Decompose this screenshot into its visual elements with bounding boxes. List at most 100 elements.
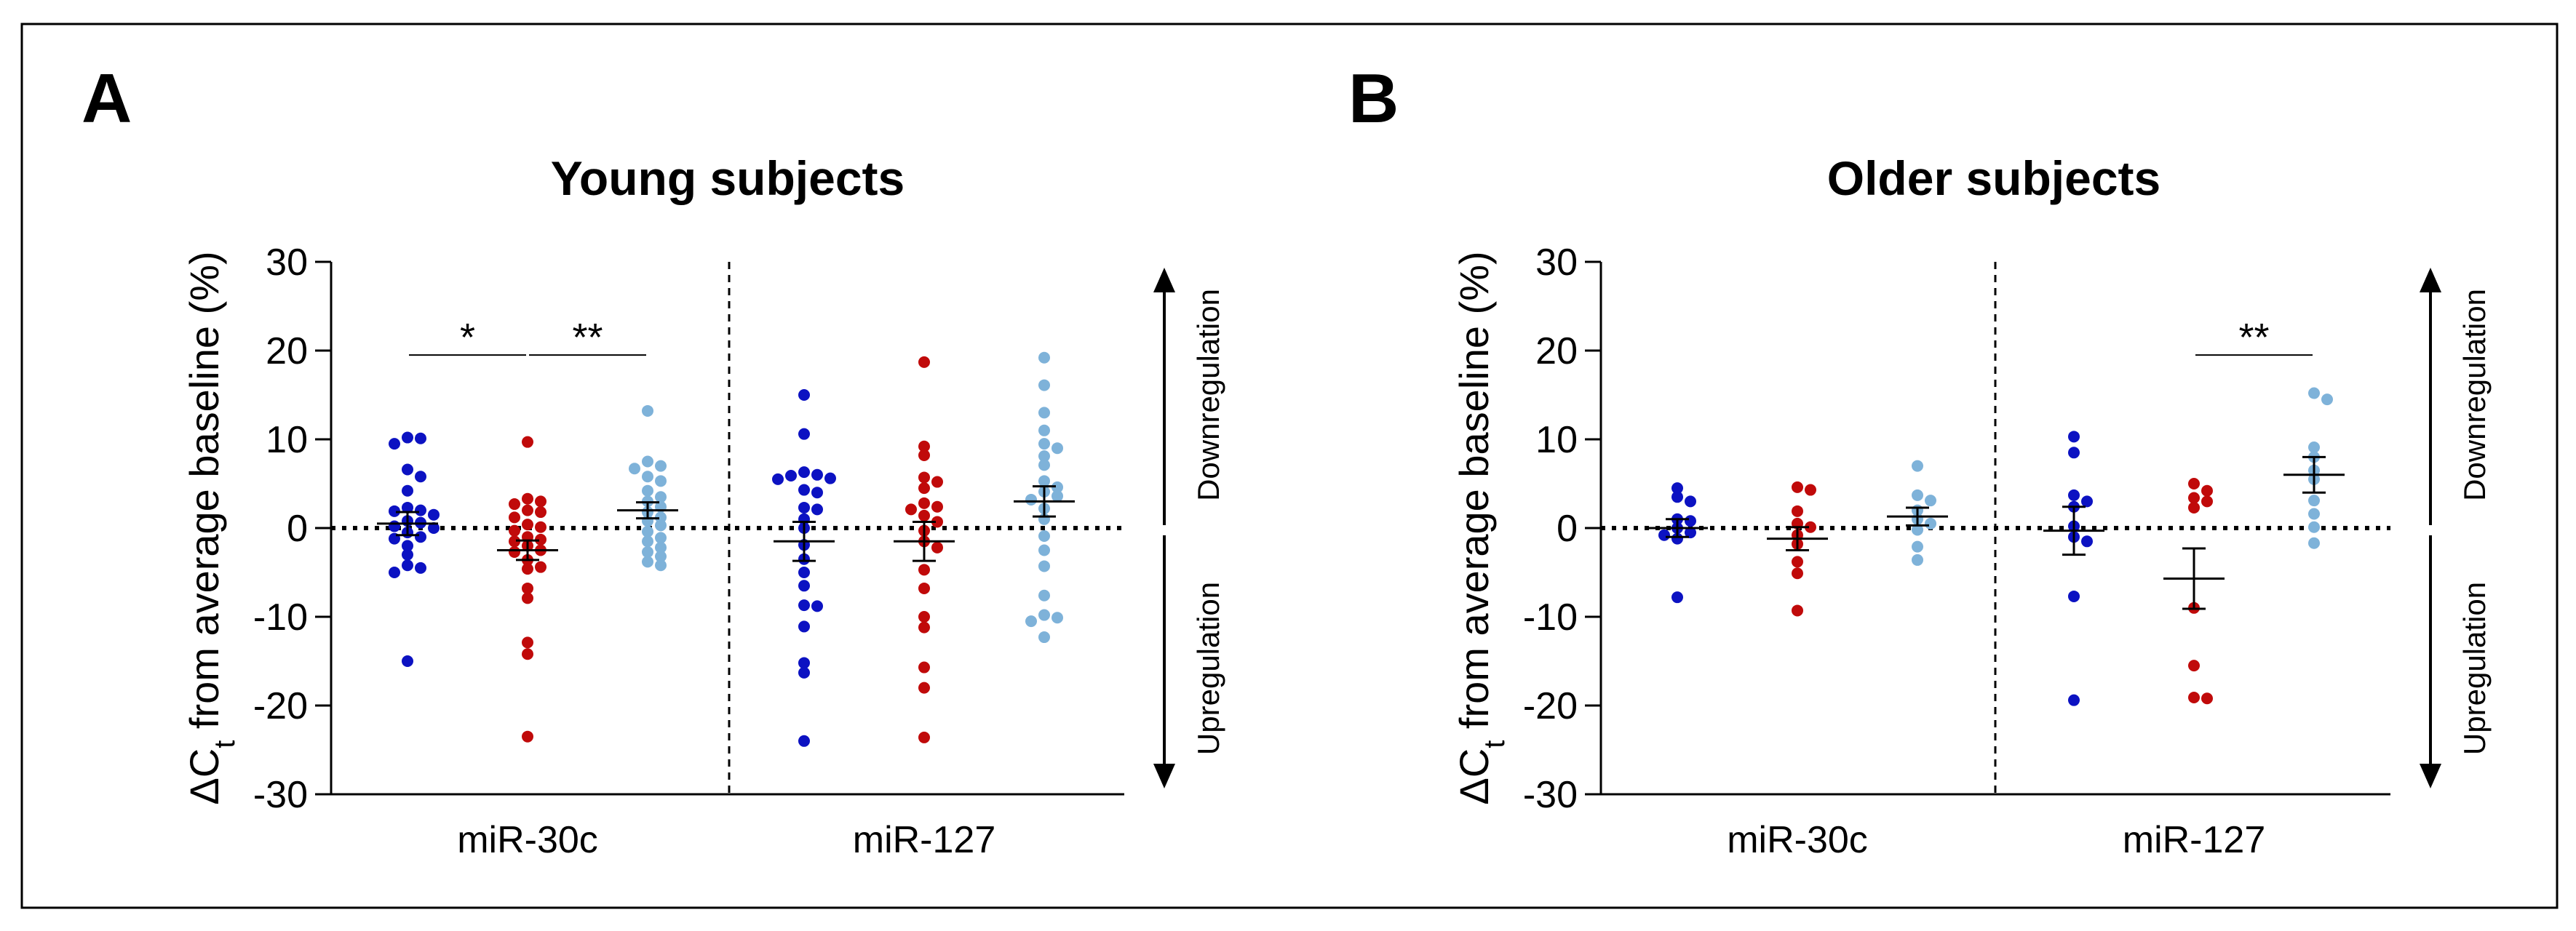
group1-point xyxy=(2068,694,2080,706)
group3-point xyxy=(655,519,667,532)
group3-point xyxy=(655,460,667,472)
group1-point xyxy=(389,505,400,517)
group3-point xyxy=(642,535,653,548)
group1-point xyxy=(772,473,784,485)
group2-point xyxy=(1792,505,1803,517)
significance-label: ** xyxy=(2238,316,2269,359)
y-axis-label: ΔCt from average baseline (%) xyxy=(181,251,241,804)
group1-point xyxy=(798,484,810,496)
y-tick-label: 20 xyxy=(266,330,308,372)
group1-point xyxy=(415,504,426,516)
group1-point xyxy=(798,466,810,479)
group2-point xyxy=(918,449,930,461)
group2-point xyxy=(931,516,943,528)
group2-point xyxy=(2201,692,2213,705)
group2-point xyxy=(2188,501,2200,514)
group3-point xyxy=(642,455,653,468)
group2-point xyxy=(2201,484,2213,497)
y-tick-label: -30 xyxy=(253,774,308,816)
group2-point xyxy=(918,482,930,495)
group1-point xyxy=(811,503,823,516)
group3-point xyxy=(2308,495,2320,507)
group1-point xyxy=(798,666,810,679)
y-tick-label: 10 xyxy=(1535,419,1578,461)
y-tick-label: -10 xyxy=(1523,596,1578,639)
group1-point xyxy=(824,472,836,484)
group3-point xyxy=(1038,475,1050,487)
y-tick-label: -30 xyxy=(1523,774,1578,816)
group3-point xyxy=(1912,540,1923,553)
group1-point xyxy=(402,501,413,514)
group3-point xyxy=(1038,560,1050,572)
group2-point xyxy=(509,498,520,511)
group3-point xyxy=(642,525,653,538)
group3-point xyxy=(1912,524,1923,536)
group3-point xyxy=(642,546,653,558)
group3-point xyxy=(655,491,667,503)
group2-point xyxy=(931,476,943,488)
group3-point xyxy=(1025,493,1037,506)
group1-point xyxy=(798,567,810,578)
group3-point xyxy=(1925,517,1936,530)
group3-point xyxy=(1038,459,1050,471)
group3-point xyxy=(655,551,667,563)
group2-point xyxy=(509,511,520,524)
group2-point xyxy=(2188,492,2200,504)
panel-title: Older subjects xyxy=(1827,151,2161,205)
group1-point xyxy=(798,501,810,514)
group1-point xyxy=(2081,495,2093,508)
group1-point xyxy=(428,508,440,521)
group2-point xyxy=(2188,692,2200,704)
group2-point xyxy=(918,682,930,694)
group2-point xyxy=(918,440,930,452)
group3-point xyxy=(2308,508,2320,520)
group3-point xyxy=(1038,351,1050,364)
group3-point xyxy=(629,463,640,475)
group1-point xyxy=(389,520,400,532)
x-category-label: miR-127 xyxy=(2123,819,2266,861)
group1-point xyxy=(415,562,426,574)
group3-point xyxy=(655,532,667,544)
group3-point xyxy=(655,475,667,487)
group2-point xyxy=(2188,478,2200,490)
group1-point xyxy=(2068,447,2080,459)
group2-point xyxy=(509,546,520,558)
group1-point xyxy=(798,735,810,747)
group2-point xyxy=(535,495,546,508)
group2-point xyxy=(522,636,533,649)
significance-label: * xyxy=(460,316,475,359)
x-category-label: miR-30c xyxy=(457,819,598,861)
group3-point xyxy=(1025,615,1037,628)
y-axis-label: ΔCt from average baseline (%) xyxy=(1451,251,1511,804)
arrow-up-icon xyxy=(2420,268,2441,292)
arrow-up-icon xyxy=(1153,268,1175,292)
group2-point xyxy=(918,661,930,674)
group3-point xyxy=(1038,544,1050,556)
group3-point xyxy=(1038,631,1050,644)
group1-point xyxy=(1671,591,1683,604)
group3-point xyxy=(1052,612,1063,624)
group2-point xyxy=(918,582,930,594)
panel-b: B Older subjects 30 20 10 0 -10 -20 -30 ΔCt fr… xyxy=(1348,60,2492,861)
group3-point xyxy=(642,404,653,417)
group1-point xyxy=(1671,482,1683,495)
group1-point xyxy=(798,657,810,669)
group2-point xyxy=(535,533,546,546)
x-category-label: miR-127 xyxy=(853,819,996,861)
upregulation-label: Upregulation xyxy=(1191,582,1225,755)
group1-point xyxy=(415,471,426,483)
y-axis: 30 20 10 0 -10 -20 -30 xyxy=(1523,241,1602,816)
group1-point xyxy=(1685,515,1696,527)
group1-point xyxy=(402,484,413,497)
group1-point xyxy=(811,600,823,612)
plot-area: miR-30c miR-127 ** xyxy=(1601,262,2390,861)
group2-point xyxy=(522,492,533,505)
group1-point xyxy=(415,432,426,444)
group1-point xyxy=(798,389,810,401)
panel-letter: B xyxy=(1348,60,1399,137)
group2-point xyxy=(522,436,533,448)
y-tick-label: -20 xyxy=(1523,685,1578,727)
group3-point xyxy=(1052,490,1063,503)
group2-point xyxy=(918,509,930,522)
